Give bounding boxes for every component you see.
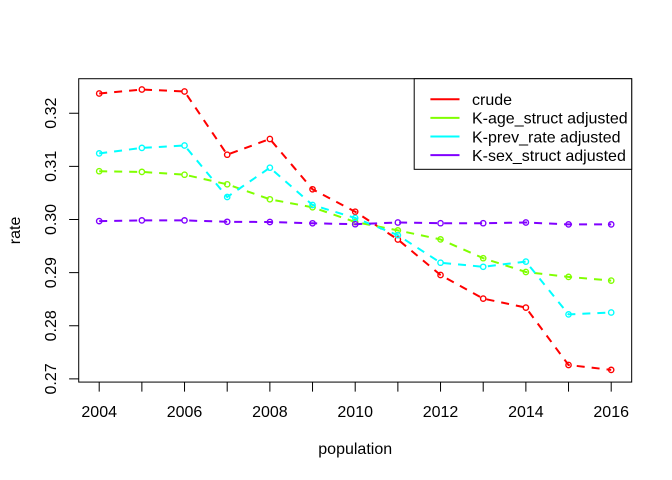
svg-text:0.29: 0.29 bbox=[43, 257, 60, 288]
svg-text:2012: 2012 bbox=[423, 404, 459, 421]
svg-text:0.32: 0.32 bbox=[43, 98, 60, 129]
svg-text:rate: rate bbox=[7, 217, 24, 245]
svg-text:0.31: 0.31 bbox=[43, 151, 60, 182]
svg-text:2010: 2010 bbox=[337, 404, 373, 421]
svg-text:K-age_struct adjusted: K-age_struct adjusted bbox=[472, 111, 628, 128]
svg-text:0.27: 0.27 bbox=[43, 363, 60, 394]
svg-text:2008: 2008 bbox=[252, 404, 288, 421]
svg-text:crude: crude bbox=[472, 92, 512, 109]
svg-text:2006: 2006 bbox=[167, 404, 203, 421]
svg-text:0.28: 0.28 bbox=[43, 310, 60, 341]
svg-text:K-prev_rate adjusted: K-prev_rate adjusted bbox=[472, 129, 621, 146]
svg-text:2014: 2014 bbox=[508, 404, 544, 421]
svg-text:2016: 2016 bbox=[593, 404, 629, 421]
svg-text:population: population bbox=[318, 441, 392, 458]
svg-text:K-sex_struct adjusted: K-sex_struct adjusted bbox=[472, 148, 626, 165]
svg-text:2004: 2004 bbox=[81, 404, 117, 421]
svg-text:0.30: 0.30 bbox=[43, 204, 60, 235]
